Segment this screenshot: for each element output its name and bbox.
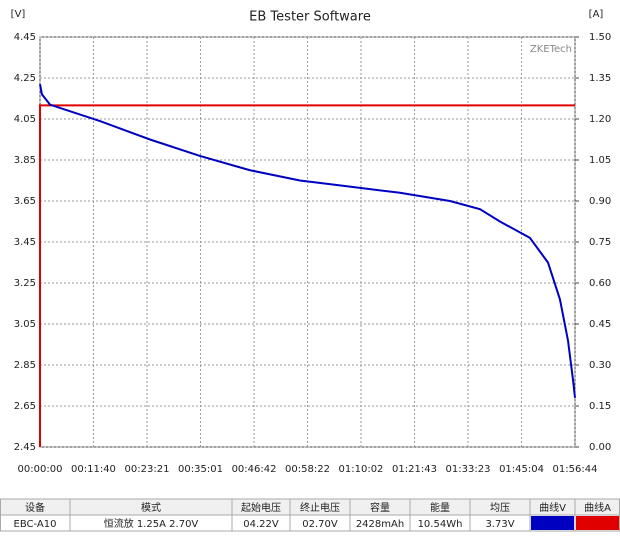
y-tick-label: 3.85 (14, 155, 36, 166)
table-header: 曲线V (539, 501, 566, 514)
y2-tick-label: 0.45 (589, 319, 611, 330)
table-header: 均压 (490, 502, 510, 514)
x-tick-label: 01:21:43 (392, 464, 437, 475)
y2-tick-label: 1.20 (589, 114, 611, 125)
table-cell: 恒流放 1.25A 2.70V (104, 517, 199, 530)
table-header: 模式 (141, 501, 161, 514)
table-header: 起始电压 (241, 501, 281, 514)
y2-axis-label: [A] (589, 9, 604, 20)
y-tick-label: 2.65 (14, 401, 36, 412)
table-cell: EBC-A10 (14, 519, 57, 530)
x-tick-label: 00:11:40 (71, 464, 116, 475)
x-tick-label: 01:56:44 (553, 464, 598, 475)
y2-tick-label: 1.05 (589, 155, 611, 166)
y-tick-label: 3.65 (14, 196, 36, 207)
x-tick-label: 00:58:22 (285, 464, 330, 475)
y2-tick-label: 1.50 (589, 32, 611, 43)
y-tick-label: 2.45 (14, 442, 36, 453)
table-header: 曲线A (584, 501, 611, 514)
y-tick-label: 3.45 (14, 237, 36, 248)
y2-tick-label: 0.00 (589, 442, 611, 453)
y-tick-label: 2.85 (14, 360, 36, 371)
table-header: 能量 (430, 501, 450, 514)
y-tick-label: 4.45 (14, 32, 36, 43)
y-tick-label: 4.05 (14, 114, 36, 125)
x-tick-label: 01:10:02 (339, 464, 384, 475)
x-tick-label: 00:00:00 (18, 464, 63, 475)
x-tick-label: 00:23:21 (125, 464, 170, 475)
y-tick-label: 4.25 (14, 73, 36, 84)
table-header: 容量 (370, 501, 390, 514)
y2-tick-label: 0.15 (589, 401, 611, 412)
y2-tick-label: 0.60 (589, 278, 611, 289)
y-tick-label: 3.05 (14, 319, 36, 330)
table-cell: 10.54Wh (418, 519, 463, 530)
y2-tick-label: 0.75 (589, 237, 611, 248)
table-header: 终止电压 (300, 501, 340, 514)
table-cell: 02.70V (302, 519, 338, 530)
x-tick-label: 01:45:04 (499, 464, 544, 475)
y2-tick-label: 0.90 (589, 196, 611, 207)
table-cell: 04.22V (243, 519, 279, 530)
chart-title: EB Tester Software (249, 10, 371, 25)
series-line (39, 104, 575, 447)
y-axis-label: [V] (11, 9, 26, 20)
y2-tick-label: 0.30 (589, 360, 611, 371)
x-tick-label: 01:33:23 (446, 464, 491, 475)
x-tick-label: 00:35:01 (178, 464, 223, 475)
series-line (39, 83, 576, 398)
table-cell: 2428mAh (356, 519, 404, 530)
y-tick-label: 3.25 (14, 278, 36, 289)
table-header: 设备 (25, 501, 45, 514)
table-cell: 3.73V (485, 519, 514, 530)
legend-swatch (576, 516, 619, 530)
x-tick-label: 00:46:42 (232, 464, 277, 475)
annotation: ZKETech (530, 44, 572, 55)
y2-tick-label: 1.35 (589, 73, 611, 84)
legend-swatch (531, 516, 574, 530)
